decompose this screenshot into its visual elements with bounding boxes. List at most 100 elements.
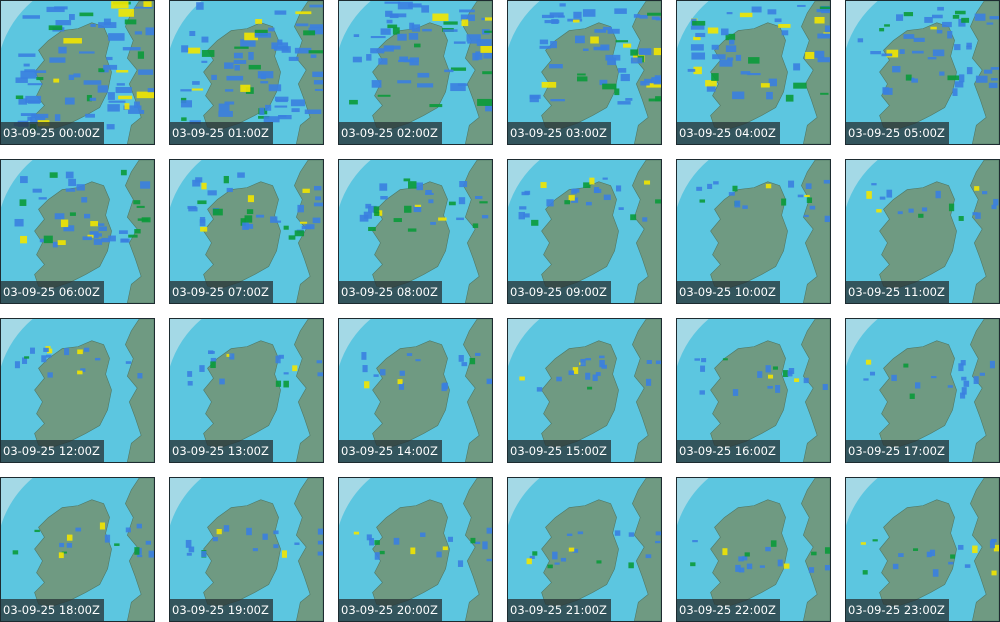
precipitation-echo xyxy=(899,49,905,54)
frame-timestamp: 03-09-25 12:00Z xyxy=(1,440,104,462)
ireland-landmass xyxy=(879,340,957,448)
precipitation-echo xyxy=(461,362,468,367)
precipitation-echo xyxy=(15,95,24,100)
precipitation-echo xyxy=(212,536,218,542)
radar-frame[interactable]: 03-09-25 14:00Z xyxy=(338,318,493,463)
precipitation-echo xyxy=(369,538,375,546)
precipitation-echo xyxy=(582,9,596,17)
radar-frame[interactable]: 03-09-25 05:00Z xyxy=(845,0,1000,145)
precipitation-echo xyxy=(52,241,58,248)
precipitation-echo xyxy=(711,44,719,50)
precipitation-echo xyxy=(201,60,208,63)
precipitation-echo xyxy=(240,84,251,92)
precipitation-echo xyxy=(145,27,154,36)
precipitation-echo xyxy=(408,33,419,40)
precipitation-echo xyxy=(438,217,447,221)
radar-frame[interactable]: 03-09-25 04:00Z xyxy=(676,0,831,145)
radar-frame[interactable]: 03-09-25 11:00Z xyxy=(845,159,1000,304)
precipitation-echo xyxy=(374,211,380,217)
precipitation-echo xyxy=(927,57,937,60)
radar-frame[interactable]: 03-09-25 13:00Z xyxy=(169,318,324,463)
radar-frame[interactable]: 03-09-25 09:00Z xyxy=(507,159,662,304)
precipitation-echo xyxy=(630,57,643,64)
precipitation-echo xyxy=(97,85,108,93)
precipitation-echo xyxy=(630,49,639,56)
radar-frame[interactable]: 03-09-25 19:00Z xyxy=(169,477,324,622)
precipitation-echo xyxy=(646,82,661,88)
precipitation-echo xyxy=(224,89,234,92)
precipitation-echo xyxy=(443,21,458,25)
precipitation-echo xyxy=(482,541,488,550)
precipitation-echo xyxy=(748,57,760,64)
britain-landmass xyxy=(632,319,661,462)
precipitation-echo xyxy=(958,74,965,83)
precipitation-echo xyxy=(930,376,937,379)
precipitation-echo xyxy=(892,563,899,570)
precipitation-echo xyxy=(954,44,961,51)
radar-frame[interactable]: 03-09-25 06:00Z xyxy=(0,159,155,304)
radar-frame[interactable]: 03-09-25 15:00Z xyxy=(507,318,662,463)
radar-frame[interactable]: 03-09-25 10:00Z xyxy=(676,159,831,304)
precipitation-echo xyxy=(814,50,825,58)
precipitation-echo xyxy=(246,209,254,215)
radar-map xyxy=(677,319,830,462)
precipitation-echo xyxy=(747,72,761,76)
precipitation-echo xyxy=(602,83,617,90)
precipitation-echo xyxy=(387,24,398,29)
precipitation-echo xyxy=(453,41,466,44)
precipitation-echo xyxy=(432,13,449,22)
precipitation-echo xyxy=(81,197,88,203)
precipitation-echo xyxy=(244,215,253,223)
precipitation-echo xyxy=(363,211,372,219)
precipitation-echo xyxy=(374,552,380,560)
precipitation-echo xyxy=(312,71,323,78)
precipitation-echo xyxy=(441,383,447,392)
precipitation-echo xyxy=(765,183,772,189)
precipitation-echo xyxy=(77,349,83,355)
radar-frame[interactable]: 03-09-25 12:00Z xyxy=(0,318,155,463)
radar-map xyxy=(170,160,323,303)
precipitation-echo xyxy=(417,72,430,78)
radar-frame[interactable]: 03-09-25 02:00Z xyxy=(338,0,493,145)
precipitation-echo xyxy=(364,381,370,389)
radar-frame[interactable]: 03-09-25 03:00Z xyxy=(507,0,662,145)
radar-frame[interactable]: 03-09-25 17:00Z xyxy=(845,318,1000,463)
frame-timestamp: 03-09-25 15:00Z xyxy=(508,440,611,462)
precipitation-echo xyxy=(572,19,580,23)
radar-frame[interactable]: 03-09-25 20:00Z xyxy=(338,477,493,622)
precipitation-echo xyxy=(988,82,998,89)
precipitation-echo xyxy=(255,19,263,24)
precipitation-echo xyxy=(972,545,978,554)
radar-frame[interactable]: 03-09-25 07:00Z xyxy=(169,159,324,304)
radar-frame[interactable]: 03-09-25 00:00Z xyxy=(0,0,155,145)
radar-frame[interactable]: 03-09-25 22:00Z xyxy=(676,477,831,622)
radar-frame[interactable]: 03-09-25 16:00Z xyxy=(676,318,831,463)
radar-frame[interactable]: 03-09-25 23:00Z xyxy=(845,477,1000,622)
precipitation-echo xyxy=(86,94,92,102)
precipitation-echo xyxy=(706,84,716,92)
precipitation-echo xyxy=(913,37,925,42)
precipitation-echo xyxy=(317,540,323,545)
radar-frame[interactable]: 03-09-25 01:00Z xyxy=(169,0,324,145)
precipitation-echo xyxy=(470,537,476,544)
precipitation-echo xyxy=(18,98,28,105)
precipitation-echo xyxy=(108,235,116,242)
precipitation-echo xyxy=(407,228,417,232)
radar-frame[interactable]: 03-09-25 18:00Z xyxy=(0,477,155,622)
precipitation-echo xyxy=(939,71,945,76)
radar-map xyxy=(170,319,323,462)
precipitation-echo xyxy=(197,200,207,205)
precipitation-echo xyxy=(45,346,51,349)
precipitation-echo xyxy=(114,543,120,546)
precipitation-echo xyxy=(77,370,83,375)
precipitation-echo xyxy=(777,559,783,567)
radar-frame[interactable]: 03-09-25 21:00Z xyxy=(507,477,662,622)
precipitation-echo xyxy=(275,355,281,364)
precipitation-echo xyxy=(120,238,130,243)
precipitation-echo xyxy=(417,83,434,88)
radar-frame[interactable]: 03-09-25 08:00Z xyxy=(338,159,493,304)
precipitation-echo xyxy=(474,541,481,545)
precipitation-echo xyxy=(314,88,323,91)
precipitation-echo xyxy=(768,78,777,87)
precipitation-echo xyxy=(526,558,532,565)
